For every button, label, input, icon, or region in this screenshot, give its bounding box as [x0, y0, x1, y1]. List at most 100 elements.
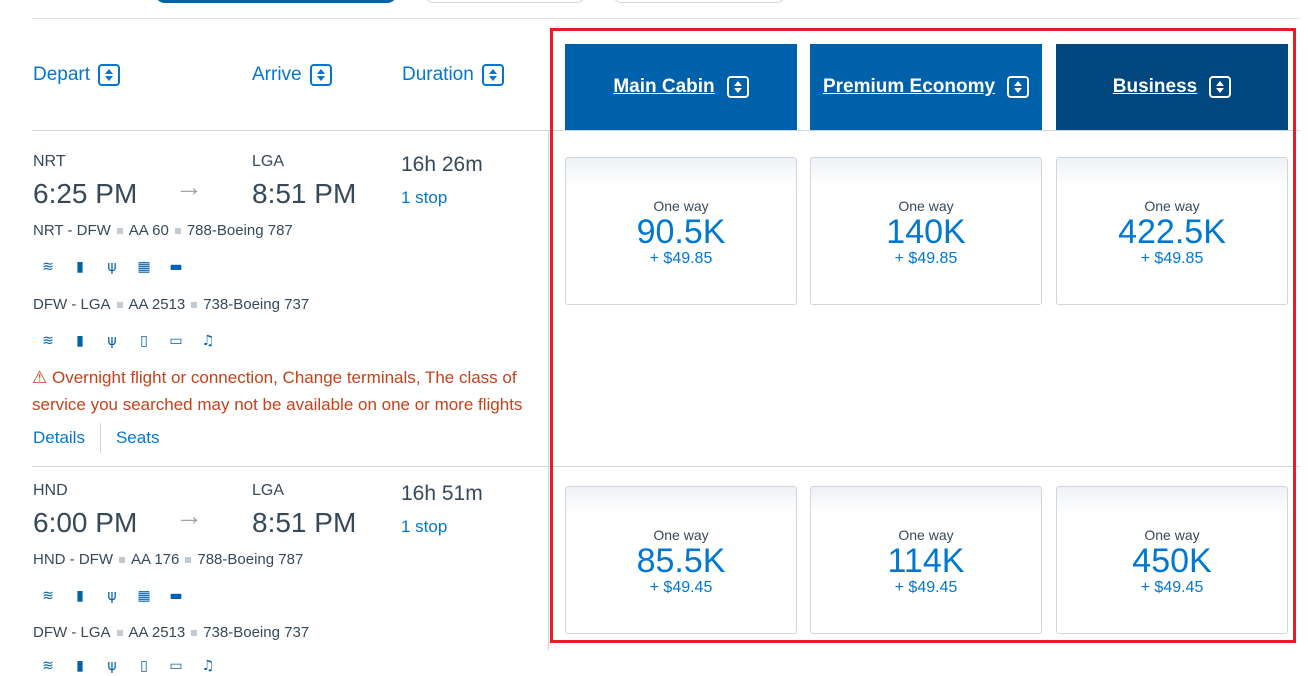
warning-icon: ⚠	[32, 368, 48, 387]
power-outlet-icon: ▮	[76, 259, 84, 275]
origin-code: NRT	[33, 153, 66, 170]
wifi-icon: ≋	[42, 658, 54, 674]
depart-time: 6:25 PM	[33, 178, 138, 209]
segment-flight: AA 60	[128, 222, 169, 239]
duration: 16h 26m	[401, 153, 483, 176]
fare-premium-economy[interactable]: One way 140K + $49.85	[810, 157, 1042, 305]
wifi-icon: ≋	[42, 588, 54, 604]
fare-label: One way	[898, 527, 954, 543]
row-divider	[32, 130, 1300, 131]
separator-icon	[191, 629, 198, 636]
wifi-icon: ≋	[42, 259, 54, 275]
segment-aircraft: 738-Boeing 737	[203, 296, 310, 313]
fare-tax: + $49.45	[649, 579, 713, 596]
cabin-label: Business	[1112, 76, 1198, 97]
entertainment-icon: ▦	[137, 259, 151, 275]
sort-icon	[98, 64, 121, 86]
top-tab[interactable]	[424, 0, 586, 3]
segment-route: DFW - LGA	[33, 624, 111, 641]
flight-links: Details Seats	[33, 423, 159, 453]
amenities: ≋ ▮ ψ ▦ ▬	[38, 257, 186, 277]
power-outlet-icon: ▮	[76, 588, 84, 604]
sort-icon	[1007, 76, 1030, 98]
fare-points: 140K	[886, 213, 966, 251]
device-streaming-icon: ▯	[140, 658, 148, 674]
fare-label: One way	[653, 198, 709, 214]
segment-route: DFW - LGA	[33, 296, 111, 313]
sort-arrive-button[interactable]: Arrive	[252, 64, 332, 86]
cabin-header-main[interactable]: Main Cabin	[565, 44, 797, 130]
fare-main-cabin[interactable]: One way 90.5K + $49.85	[565, 157, 797, 305]
seats-link[interactable]: Seats	[115, 428, 160, 447]
stops-link[interactable]: 1 stop	[401, 188, 448, 207]
segment-info: DFW - LGA AA 2513 738-Boeing 737	[33, 624, 309, 641]
row-divider	[32, 466, 1300, 467]
segment-aircraft: 788-Boeing 787	[186, 222, 293, 239]
amenities: ≋ ▮ ψ ▯ ▭ ♫	[38, 656, 218, 676]
segment-route: HND - DFW	[33, 551, 113, 568]
arrive-time: 8:51 PM	[252, 178, 357, 209]
details-link[interactable]: Details	[33, 428, 85, 447]
usb-icon: ψ	[107, 333, 117, 349]
tv-icon: ▭	[169, 333, 183, 349]
cabin-header-business[interactable]: Business	[1056, 44, 1288, 130]
sort-duration-button[interactable]: Duration	[402, 64, 504, 86]
separator-icon	[116, 227, 123, 234]
fare-business[interactable]: One way 422.5K + $49.85	[1056, 157, 1288, 305]
fare-points: 422.5K	[1118, 213, 1226, 251]
fare-tax: + $49.85	[649, 250, 713, 267]
segment-info: DFW - LGA AA 2513 738-Boeing 737	[33, 296, 309, 313]
separator-icon	[191, 301, 198, 308]
segment-info: HND - DFW AA 176 788-Boeing 787	[33, 551, 303, 568]
warning-message: ⚠ Overnight flight or connection, Change…	[32, 364, 542, 418]
cabin-label: Main Cabin	[613, 76, 715, 97]
cabin-label: Premium Economy	[822, 76, 996, 97]
column-divider	[548, 130, 549, 650]
sort-icon	[309, 64, 332, 86]
arrow-right-icon: →	[175, 171, 203, 202]
fare-points: 114K	[887, 542, 965, 580]
separator-icon	[185, 556, 192, 563]
fare-main-cabin[interactable]: One way 85.5K + $49.45	[565, 486, 797, 634]
warning-text: Overnight flight or connection, Change t…	[32, 368, 523, 414]
music-icon: ♫	[201, 333, 215, 349]
usb-icon: ψ	[107, 259, 117, 275]
fare-label: One way	[898, 198, 954, 214]
fare-points: 450K	[1132, 542, 1212, 580]
top-divider	[32, 18, 1300, 19]
cabin-header-premium-economy[interactable]: Premium Economy	[810, 44, 1042, 130]
segment-flight: AA 2513	[128, 624, 186, 641]
top-tab-selected[interactable]	[155, 0, 397, 3]
top-tab[interactable]	[612, 0, 786, 3]
entertainment-icon: ▦	[137, 588, 151, 604]
fare-tax: + $49.85	[1140, 250, 1204, 267]
wifi-icon: ≋	[42, 333, 54, 349]
fare-label: One way	[653, 527, 709, 543]
fare-tax: + $49.45	[1140, 579, 1204, 596]
fare-label: One way	[1144, 198, 1200, 214]
separator-icon	[118, 556, 125, 563]
segment-aircraft: 788-Boeing 787	[197, 551, 304, 568]
sort-icon	[481, 64, 504, 86]
device-streaming-icon: ▯	[140, 333, 148, 349]
segment-route: NRT - DFW	[33, 222, 111, 239]
music-icon: ♫	[201, 658, 215, 674]
sort-depart-button[interactable]: Depart	[33, 64, 121, 86]
origin-code: HND	[33, 482, 68, 499]
separator-icon	[174, 227, 181, 234]
fare-tax: + $49.45	[894, 579, 958, 596]
amenities: ≋ ▮ ψ ▯ ▭ ♫	[38, 331, 218, 351]
link-separator	[99, 423, 101, 453]
amenities: ≋ ▮ ψ ▦ ▬	[38, 586, 186, 606]
power-outlet-icon: ▮	[76, 333, 84, 349]
lie-flat-seat-icon: ▬	[169, 259, 183, 275]
sort-arrive-label: Arrive	[252, 64, 302, 85]
fare-tax: + $49.85	[894, 250, 958, 267]
fare-points: 90.5K	[636, 213, 726, 251]
fare-business[interactable]: One way 450K + $49.45	[1056, 486, 1288, 634]
sort-icon	[1209, 76, 1232, 98]
power-outlet-icon: ▮	[76, 658, 84, 674]
depart-time: 6:00 PM	[33, 507, 138, 538]
fare-premium-economy[interactable]: One way 114K + $49.45	[810, 486, 1042, 634]
stops-link[interactable]: 1 stop	[401, 517, 448, 536]
